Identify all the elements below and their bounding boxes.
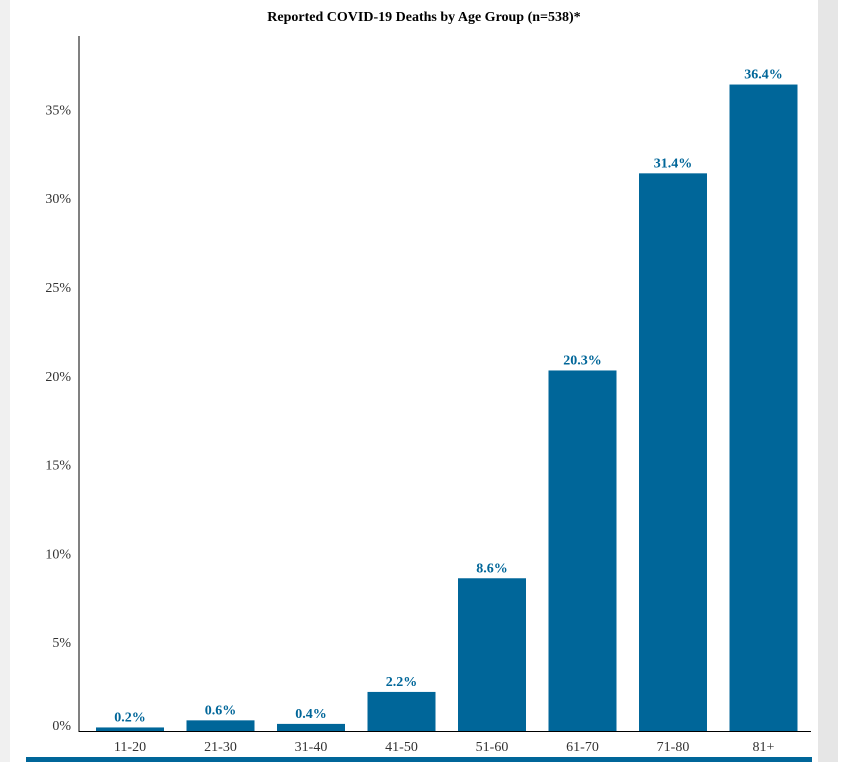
x-tick-label: 71-80 [657,740,690,755]
y-tick-label: 15% [45,459,71,474]
y-tick-label: 30% [45,192,71,207]
y-tick-label: 35% [45,103,71,118]
y-tick-label: 5% [52,636,71,651]
bar [639,173,707,731]
bar-value-label: 2.2% [386,675,418,690]
right-scrollbar-track[interactable] [818,0,838,762]
y-tick-label: 10% [45,547,71,562]
x-axis-labels: 11-20 21-30 31-40 41-50 51-60 61-70 71-80 81+ [114,740,775,755]
right-margin [838,0,868,762]
x-tick-label: 21-30 [204,740,237,755]
bottom-accent-bar [26,757,812,762]
bar-value-label: 20.3% [563,353,602,368]
bar [458,578,526,731]
bar [729,84,798,731]
y-tick-label: 20% [45,370,71,385]
bar [96,727,164,731]
bar [548,370,617,731]
y-axis-ticks: 0% 5% 10% 15% 20% 25% 30% 35% [45,103,71,734]
bars-group: 0.2% 0.6% 0.4% 2.2% 8.6% 20.3% 31.4% 36.4% [96,68,798,731]
left-frame-strip [0,0,10,762]
bar-value-label: 31.4% [654,156,693,171]
chart-title: Reported COVID-19 Deaths by Age Group (n… [267,10,581,25]
bar [277,723,345,731]
bar [367,691,436,731]
x-tick-label: 41-50 [385,740,418,755]
x-tick-label: 31-40 [295,740,328,755]
y-tick-label: 25% [45,281,71,296]
bar-value-label: 0.4% [295,707,327,722]
x-tick-label: 81+ [753,740,775,755]
bar-value-label: 36.4% [744,68,783,83]
bar-value-label: 0.2% [114,710,146,725]
bar-value-label: 0.6% [205,703,237,718]
bar [186,720,255,731]
x-tick-label: 11-20 [114,740,146,755]
x-tick-label: 61-70 [566,740,599,755]
x-tick-label: 51-60 [476,740,509,755]
bar-value-label: 8.6% [476,561,508,576]
y-tick-label: 0% [52,719,71,734]
